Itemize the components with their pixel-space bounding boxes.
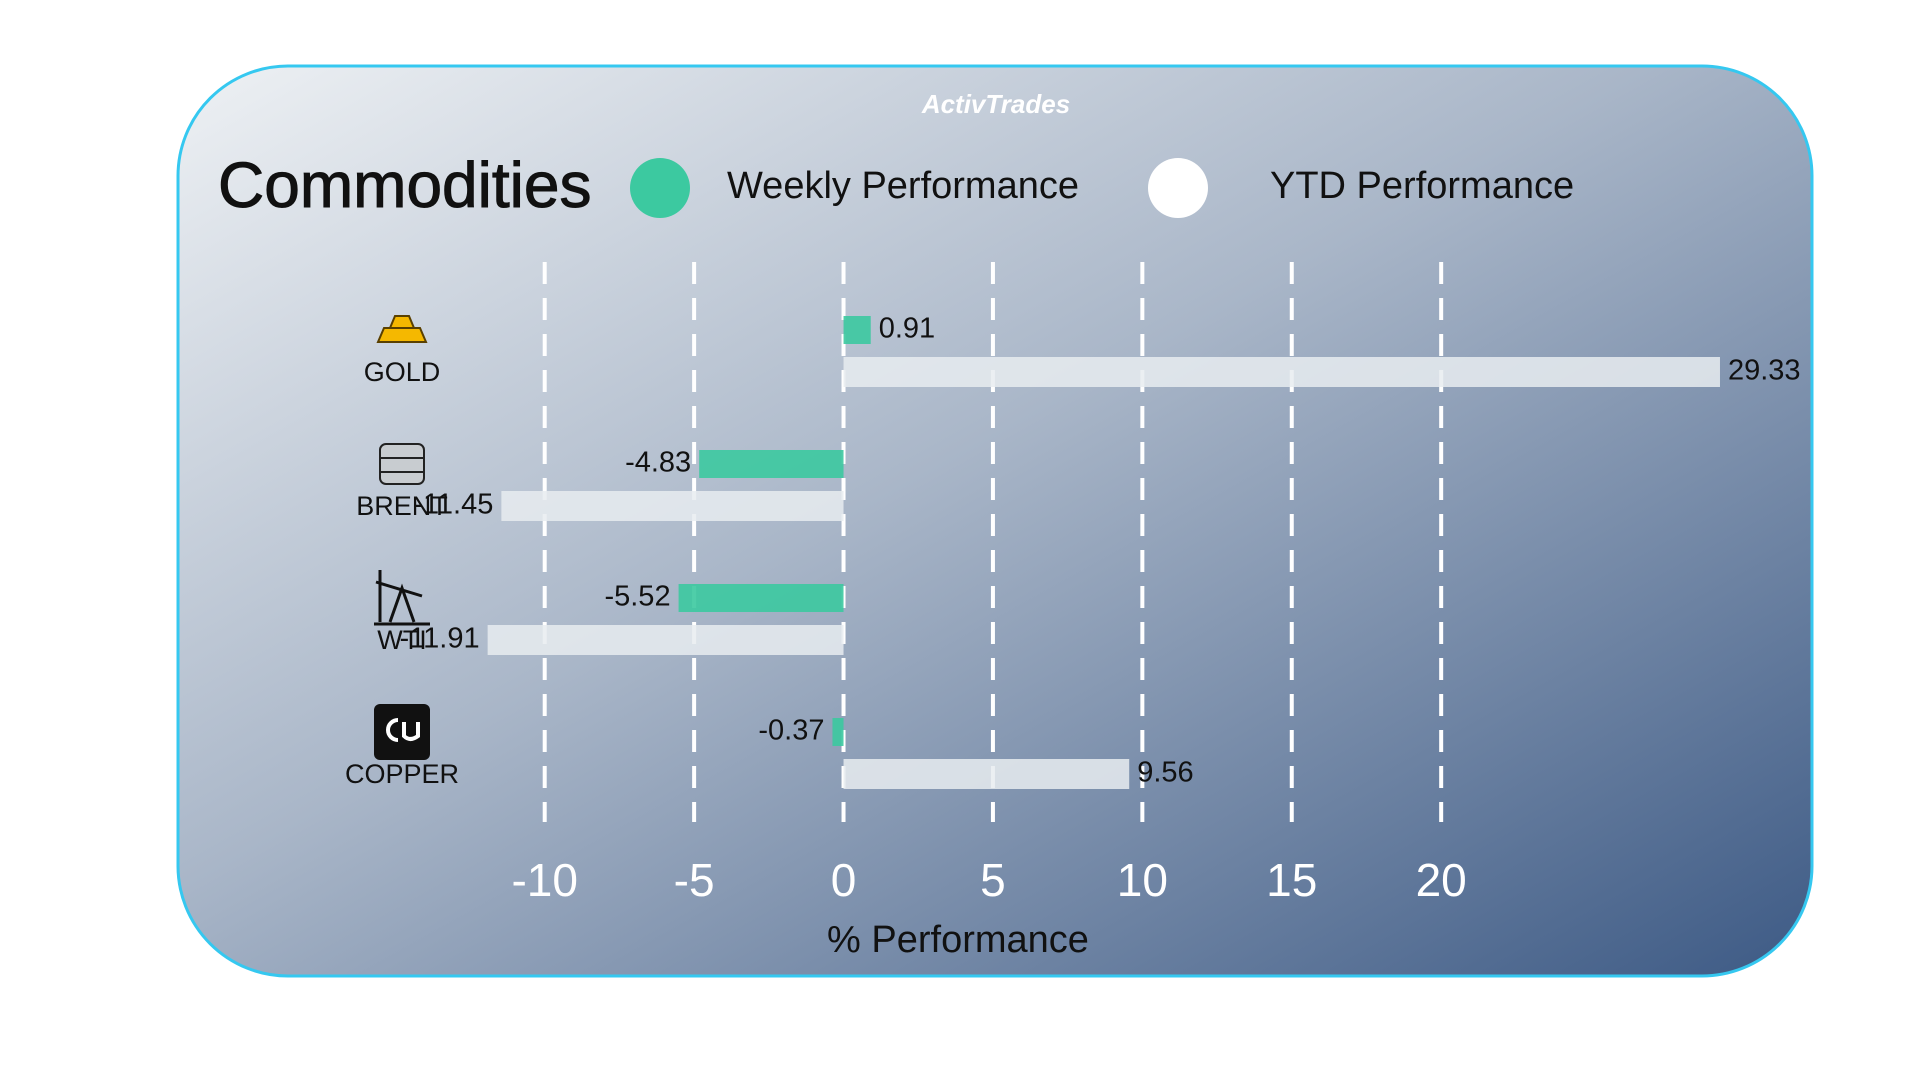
legend-label: Weekly Performance <box>727 165 1079 207</box>
bar <box>843 316 871 344</box>
value-label: 0.91 <box>879 313 935 345</box>
value-label: -11.91 <box>400 623 480 655</box>
value-label: -11.45 <box>413 489 493 521</box>
x-tick-label: 5 <box>980 854 1006 906</box>
legend-label: YTD Performance <box>1270 165 1574 207</box>
x-tick-label: 15 <box>1266 854 1317 906</box>
bar <box>501 491 844 521</box>
bar <box>843 759 1130 789</box>
icon <box>386 718 420 742</box>
x-tick-label: 0 <box>831 854 857 906</box>
x-tick-label: 10 <box>1117 854 1168 906</box>
bar <box>699 450 844 478</box>
icon <box>376 315 428 343</box>
x-axis-label: % Performance <box>827 919 1089 961</box>
bar <box>487 625 844 655</box>
value-label: -0.37 <box>758 715 824 747</box>
bar <box>843 357 1720 387</box>
category-label: WTI <box>377 625 426 655</box>
x-tick-label: -10 <box>511 854 577 906</box>
value-label: 9.56 <box>1137 757 1193 789</box>
category-label: COPPER <box>345 759 459 789</box>
category-label: BRENT <box>356 491 448 521</box>
category-label: GOLD <box>364 357 441 387</box>
brand-logo: ActivTrades <box>921 89 1070 119</box>
bar <box>832 718 844 746</box>
legend-swatch <box>1148 158 1208 218</box>
value-label: -4.83 <box>625 447 691 479</box>
legend-swatch <box>630 158 690 218</box>
panel <box>176 64 1814 978</box>
bar <box>678 584 844 612</box>
icon <box>379 443 425 485</box>
x-tick-label: -5 <box>674 854 715 906</box>
value-label: -5.52 <box>604 581 670 613</box>
x-tick-label: 20 <box>1416 854 1467 906</box>
legend: Weekly Performance YTD Performance <box>630 158 1574 218</box>
value-label: 29.33 <box>1728 355 1801 387</box>
chart-title: Commodities <box>218 149 591 221</box>
icon <box>374 570 430 626</box>
